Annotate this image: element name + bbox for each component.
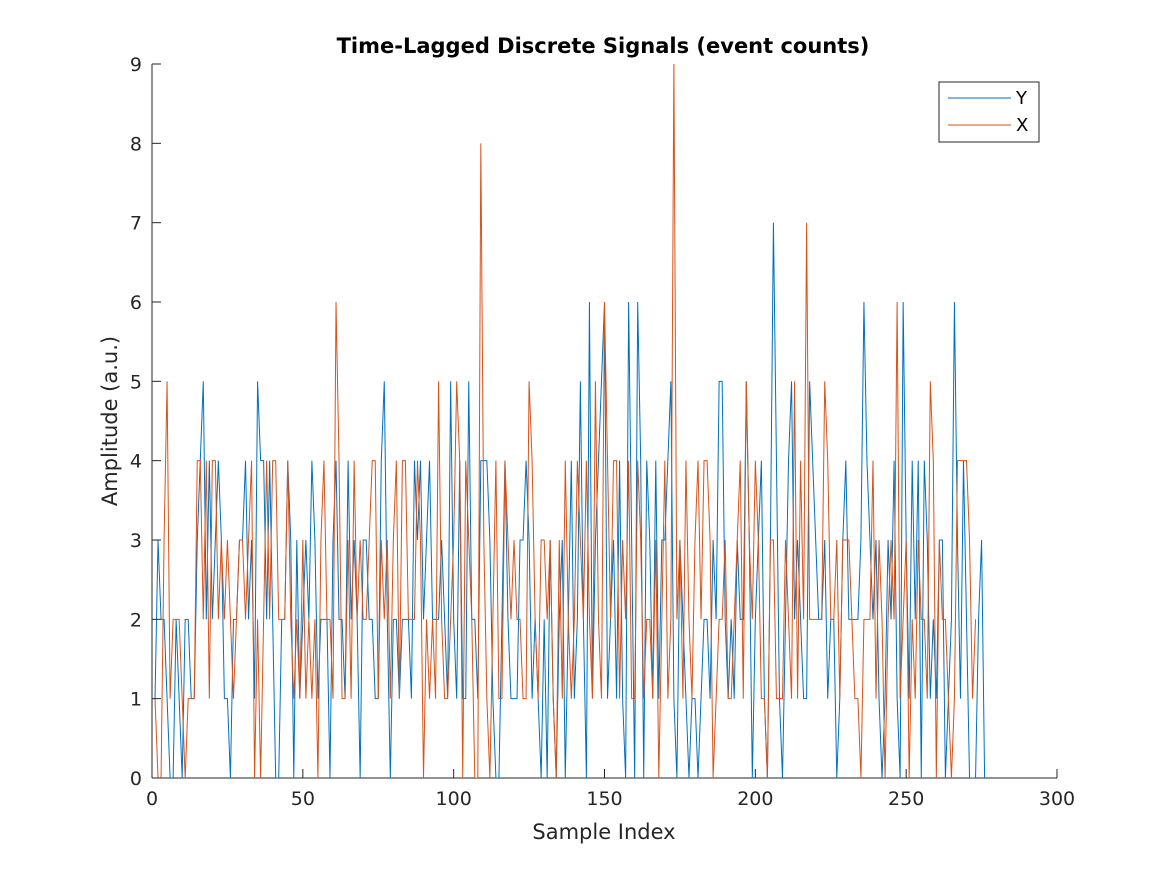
x-tick-label: 150: [586, 788, 622, 810]
series-line-x: [154, 64, 977, 778]
y-tick-label: 7: [130, 213, 142, 235]
y-tick-label: 1: [130, 689, 142, 711]
x-tick-label: 100: [436, 788, 472, 810]
plot-area: [152, 64, 1057, 778]
x-axis-label: Sample Index: [532, 820, 675, 844]
axes: [151, 64, 1057, 779]
x-tick-label: 50: [291, 788, 315, 810]
y-axis-label: Amplitude (a.u.): [98, 336, 122, 506]
series-layer: [154, 64, 986, 778]
x-tick-label: 0: [146, 788, 158, 810]
tick-layer: 0 50 100 150 200 250 300 0 1 2 3 4 5 6 7 8 9: [130, 54, 1075, 810]
legend-label-x: X: [1016, 115, 1028, 136]
y-tick-label: 9: [130, 54, 142, 76]
y-tick-label: 0: [130, 768, 142, 790]
series-line-y: [154, 222, 986, 778]
legend-label-y: Y: [1015, 88, 1028, 109]
x-tick-label: 250: [888, 788, 924, 810]
legend-box: [938, 81, 1040, 143]
y-tick-label: 8: [130, 133, 142, 155]
legend: YX: [938, 81, 1040, 143]
chart-title: Time-Lagged Discrete Signals (event coun…: [337, 34, 870, 58]
y-tick-label: 3: [130, 530, 142, 552]
y-tick-label: 2: [130, 609, 142, 631]
y-tick-label: 4: [130, 451, 142, 473]
x-tick-label: 200: [737, 788, 773, 810]
y-tick-label: 6: [130, 292, 142, 314]
y-tick-label: 5: [130, 371, 142, 393]
x-tick-label: 300: [1039, 788, 1075, 810]
